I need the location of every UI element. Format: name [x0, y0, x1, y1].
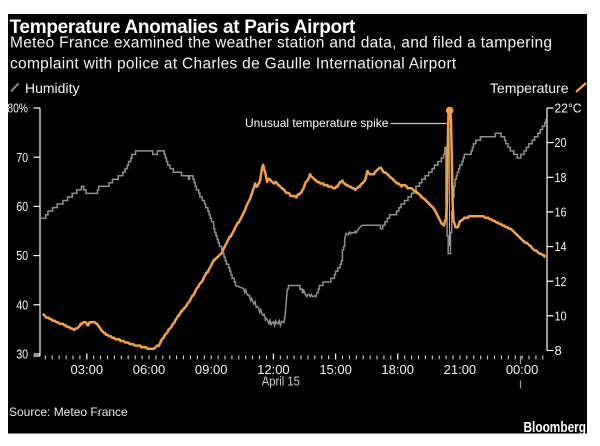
svg-text:Humidity: Humidity — [25, 80, 79, 96]
svg-text:18: 18 — [555, 170, 567, 185]
svg-text:14: 14 — [555, 239, 567, 254]
svg-text:06:00: 06:00 — [133, 362, 166, 377]
svg-text:50: 50 — [16, 248, 28, 263]
svg-text:00:00: 00:00 — [506, 362, 539, 377]
svg-text:09:00: 09:00 — [195, 362, 228, 377]
svg-text:complaint with police at Charl: complaint with police at Charles de Gaul… — [10, 56, 457, 73]
svg-text:20: 20 — [555, 135, 567, 150]
svg-text:Bloomberg: Bloomberg — [524, 420, 587, 436]
svg-text:70: 70 — [16, 150, 28, 165]
svg-text:Unusual temperature spike: Unusual temperature spike — [245, 116, 389, 130]
svg-text:30: 30 — [16, 347, 28, 362]
svg-text:Temperature: Temperature — [490, 80, 569, 96]
svg-text:03:00: 03:00 — [71, 362, 104, 377]
svg-text:16: 16 — [555, 205, 567, 220]
svg-text:Source: Meteo France: Source: Meteo France — [9, 405, 128, 419]
svg-text:22°C: 22°C — [555, 101, 582, 116]
svg-text:Meteo France examined the weat: Meteo France examined the weather statio… — [10, 35, 552, 52]
svg-text:21:00: 21:00 — [444, 362, 477, 377]
svg-text:18:00: 18:00 — [381, 362, 414, 377]
svg-text:Temperature Anomalies at Paris: Temperature Anomalies at Paris Airport — [10, 17, 356, 38]
svg-text:12:00: 12:00 — [257, 362, 290, 377]
svg-text:8: 8 — [555, 343, 562, 358]
svg-text:40: 40 — [16, 297, 28, 312]
svg-text:15:00: 15:00 — [319, 362, 352, 377]
svg-text:12: 12 — [555, 274, 567, 289]
svg-text:80%: 80% — [7, 101, 28, 116]
svg-text:60: 60 — [16, 199, 28, 214]
svg-text:April 15: April 15 — [262, 374, 300, 389]
svg-text:10: 10 — [555, 308, 567, 323]
